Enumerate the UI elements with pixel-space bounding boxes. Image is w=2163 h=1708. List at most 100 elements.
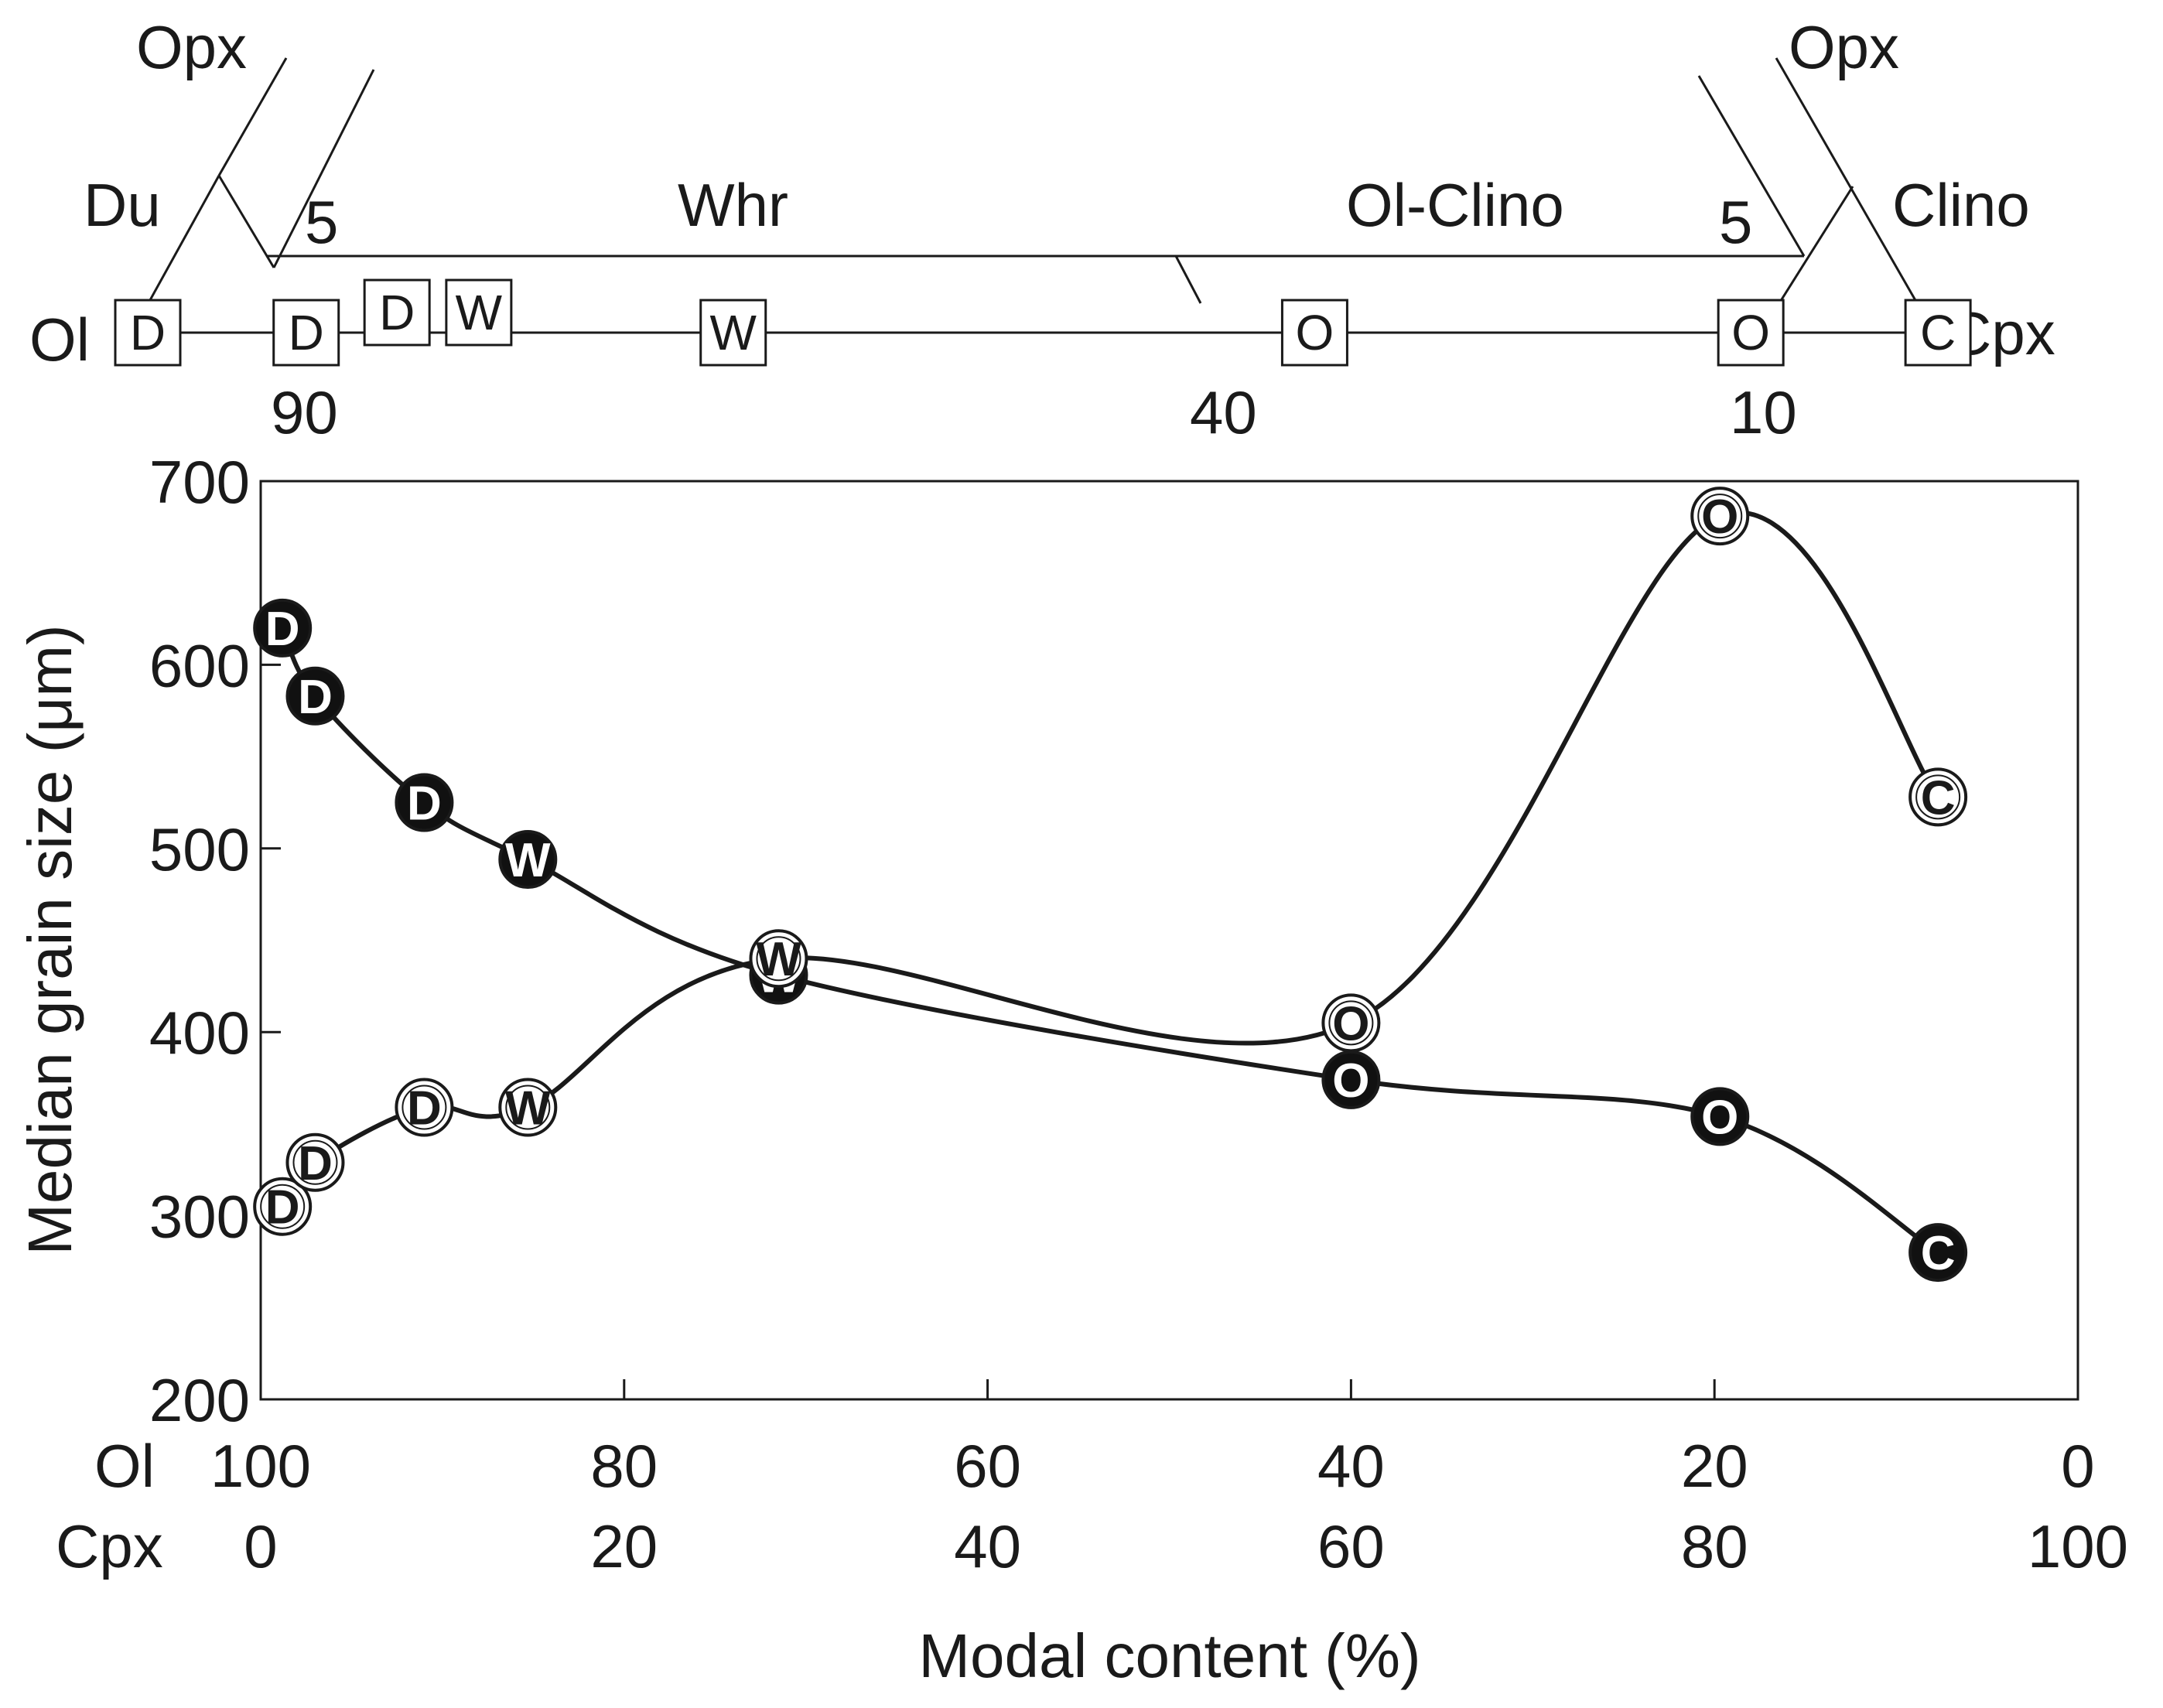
marker-circle-open-5 — [1321, 993, 1381, 1053]
x-row-label-ol: Ol — [94, 1432, 155, 1500]
marker-letter-filled-3: W — [505, 834, 551, 887]
marker-circle-filled-7 — [1908, 1223, 1968, 1283]
marker-filled-6: O — [1690, 1087, 1750, 1146]
strip-sample-4: W — [699, 299, 767, 367]
strip-boundary-40: 40 — [1190, 378, 1257, 446]
clino-field-boundary — [1697, 75, 1806, 257]
series-markers: DDDWWOOCDDDWWOOC — [253, 487, 1968, 1283]
x-tick-label-ol-60: 60 — [954, 1432, 1021, 1500]
cpx-triangle-right-edge — [1775, 57, 1936, 333]
marker-circle-open-4 — [749, 929, 808, 989]
marker-open-2: D — [395, 1078, 454, 1137]
marker-open-7: C — [1908, 767, 1968, 827]
strip-label-opx-left: Opx — [136, 13, 247, 81]
marker-letter-filled-2: D — [407, 777, 442, 830]
strip-sample-2: D — [363, 278, 431, 347]
marker-open-5: O — [1321, 993, 1381, 1053]
series-line-filled — [280, 627, 1939, 1255]
x-tick-label-ol-0: 0 — [2061, 1432, 2094, 1500]
marker-letter-open-3: W — [505, 1082, 551, 1136]
marker-letter-open-6: O — [1701, 490, 1738, 544]
strip-labels: Opx Du Ol Opx Clino Cpx Whr Ol-Clino 5 5… — [29, 13, 2055, 446]
marker-inner-ring-open-5 — [1328, 1000, 1374, 1046]
strip-label-du: Du — [84, 171, 161, 239]
marker-open-1: D — [285, 1132, 345, 1192]
marker-inner-ring-open-1 — [292, 1139, 338, 1185]
marker-open-3: W — [498, 1078, 558, 1137]
marker-inner-ring-open-2 — [402, 1085, 447, 1130]
strip-label-opx5-right: 5 — [1719, 188, 1752, 256]
marker-filled-2: D — [395, 773, 454, 832]
strip-sample-box-1 — [272, 299, 340, 367]
marker-filled-0: D — [253, 598, 313, 658]
marker-inner-ring-open-3 — [505, 1085, 551, 1130]
strip-sample-letter-6: O — [1731, 305, 1770, 360]
strip-label-ol: Ol — [29, 306, 90, 374]
x-tick-label-ol-80: 80 — [590, 1432, 658, 1500]
marker-circle-filled-2 — [395, 773, 454, 832]
strip-sample-letter-0: D — [130, 305, 166, 360]
y-axis-title: Median grain size (μm) — [15, 624, 84, 1255]
strip-sample-letter-2: D — [379, 285, 415, 340]
y-axis-ticks: 200 300 400 500 600 700 — [149, 448, 281, 1434]
marker-letter-open-4: W — [756, 933, 801, 986]
strip-sample-3: W — [445, 278, 513, 347]
strip-sample-6: O — [1717, 299, 1785, 367]
y-tick-label-500: 500 — [149, 815, 250, 883]
y-tick-label-200: 200 — [149, 1366, 250, 1434]
marker-circle-open-1 — [285, 1132, 345, 1192]
marker-open-0: D — [253, 1177, 313, 1236]
marker-circle-filled-3 — [498, 830, 558, 890]
strip-sample-box-6 — [1717, 299, 1785, 367]
x-tick-label-cpx-60: 60 — [1317, 1512, 1385, 1580]
marker-inner-ring-open-4 — [756, 936, 801, 982]
strip-sample-box-5 — [1280, 299, 1348, 367]
strip-boundary-90: 90 — [271, 378, 338, 446]
marker-circle-filled-6 — [1690, 1087, 1750, 1146]
marker-circle-open-2 — [395, 1078, 454, 1137]
marker-letter-open-1: D — [298, 1137, 333, 1190]
marker-letter-filled-6: O — [1701, 1091, 1738, 1144]
strip-sample-letter-5: O — [1296, 305, 1334, 360]
marker-circle-open-3 — [498, 1078, 558, 1137]
x-row-label-cpx: Cpx — [56, 1512, 163, 1580]
y-tick-label-700: 700 — [149, 448, 250, 516]
y-tick-label-600: 600 — [149, 631, 250, 699]
x-tick-label-ol-20: 20 — [1681, 1432, 1748, 1500]
opx-axis-left — [217, 57, 288, 176]
strip-sample-letter-7: C — [1920, 305, 1956, 360]
strip-sample-letter-4: W — [710, 305, 757, 360]
strip-label-whr: Whr — [678, 171, 788, 239]
du-triangle-right-edge — [217, 175, 275, 268]
du-field-boundary — [272, 69, 375, 268]
marker-letter-filled-0: D — [265, 603, 300, 656]
strip-sample-box-3 — [445, 278, 513, 347]
strip-boundary-10: 10 — [1730, 378, 1797, 446]
x-tick-label-cpx-100: 100 — [2028, 1512, 2128, 1580]
strip-label-ol-clino: Ol-Clino — [1346, 171, 1564, 239]
strip-label-opx5-left: 5 — [305, 188, 338, 256]
marker-letter-open-0: D — [265, 1181, 300, 1235]
marker-letter-open-7: C — [1921, 771, 1956, 825]
marker-circle-open-0 — [253, 1177, 313, 1236]
marker-circle-open-7 — [1908, 767, 1968, 827]
marker-letter-filled-7: C — [1921, 1227, 1956, 1280]
marker-circle-filled-1 — [285, 666, 345, 726]
strip-sample-5: O — [1280, 299, 1348, 367]
strip-sample-letter-3: W — [456, 285, 503, 340]
marker-filled-3: W — [498, 830, 558, 890]
marker-letter-open-2: D — [407, 1082, 442, 1136]
marker-filled-5: O — [1321, 1050, 1381, 1109]
x-tick-label-cpx-20: 20 — [590, 1512, 658, 1580]
x-axis-ticks: 100 0 80 20 60 40 40 60 20 80 0 100 — [210, 1379, 2128, 1580]
x-tick-label-ol-100: 100 — [210, 1432, 311, 1500]
strip-sample-0: D — [114, 299, 182, 367]
classification-strip — [141, 57, 1936, 334]
y-tick-label-400: 400 — [149, 999, 250, 1067]
du-triangle-left-edge — [141, 175, 220, 315]
strip-sample-box-7 — [1904, 299, 1972, 367]
marker-circle-filled-0 — [253, 598, 313, 658]
y-tick-label-300: 300 — [149, 1183, 250, 1251]
marker-letter-filled-1: D — [298, 671, 333, 724]
